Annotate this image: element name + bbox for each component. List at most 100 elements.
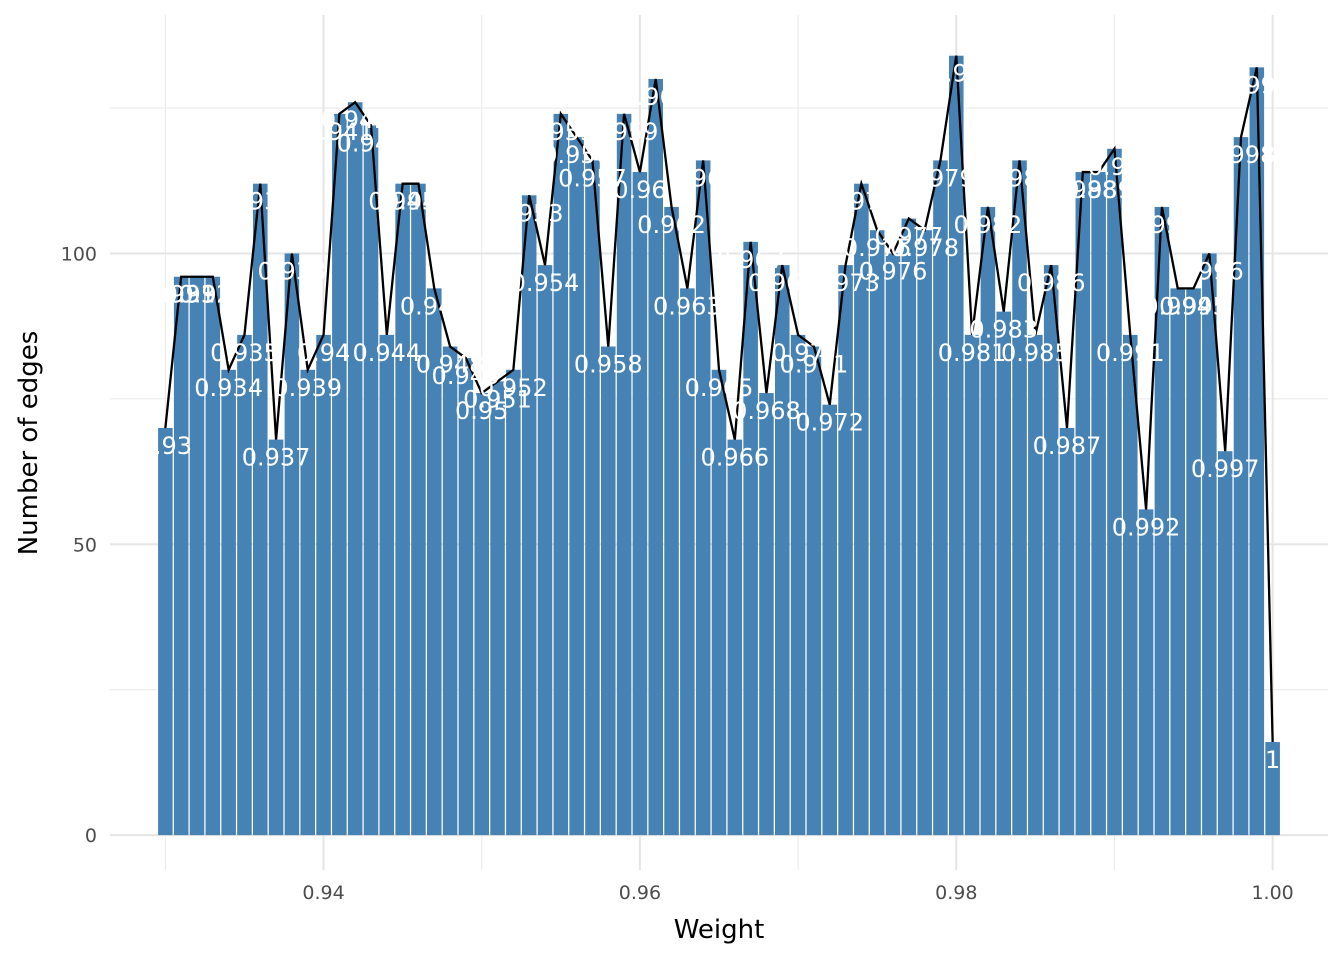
bar-value-label: 0.978 (890, 234, 959, 262)
bar-value-label: 0.983 (969, 316, 1038, 344)
bar-value-label: 1 (1265, 746, 1280, 774)
bar-value-label: 0.938 (258, 257, 327, 285)
bar (711, 369, 727, 836)
bar (458, 358, 474, 836)
bar (363, 125, 379, 836)
bar (600, 346, 616, 836)
bar (569, 137, 584, 836)
bar (1028, 334, 1043, 836)
bar-value-label: 0.934 (194, 374, 263, 402)
bar-value-label: 0.948 (416, 351, 485, 379)
bar-value-label: 0.964 (669, 164, 738, 192)
bar-value-label: 0.995 (1159, 292, 1228, 320)
bar (806, 346, 822, 836)
bar-value-label: 0.977 (874, 223, 943, 251)
bar-value-label: 0.973 (811, 269, 880, 297)
bar (332, 113, 347, 836)
bar (1059, 427, 1075, 836)
bar-value-label: 0.974 (827, 188, 896, 216)
bar-value-label: 0.99 (1088, 153, 1141, 181)
bar-value-label: 0.963 (653, 292, 722, 320)
bar-value-label: 0.933 (178, 281, 247, 309)
bar (1075, 172, 1091, 836)
bar-value-label: 0.93 (139, 432, 192, 460)
bar (1091, 172, 1106, 836)
bar (1170, 288, 1186, 836)
bar-value-label: 0.98 (930, 60, 983, 88)
bar (411, 183, 426, 836)
bar (395, 183, 410, 836)
x-tick-label: 0.98 (935, 882, 977, 904)
bar (933, 160, 948, 836)
bar (347, 102, 363, 836)
bar-value-label: 0.932 (163, 281, 232, 309)
bar-value-label: 0.965 (685, 374, 754, 402)
bar-value-label: 0.931 (147, 281, 216, 309)
bar (964, 334, 980, 836)
bar (1265, 742, 1280, 836)
bar (205, 276, 221, 836)
x-tick-label: 0.94 (302, 882, 344, 904)
bar-value-label: 0.96 (613, 176, 666, 204)
bar-value-label: 0.997 (1191, 455, 1260, 483)
bar (237, 334, 252, 836)
bar-value-label: 0.951 (463, 385, 532, 413)
bar-value-label: 0.967 (716, 246, 785, 274)
bar-value-label: 0.968 (732, 397, 801, 425)
bar (1249, 67, 1265, 836)
bar-value-label: 0.994 (1143, 292, 1212, 320)
bar (648, 78, 664, 836)
bar (980, 206, 996, 836)
bar-value-label: 0.945 (368, 188, 437, 216)
bar (1138, 509, 1154, 836)
bar (268, 439, 284, 836)
bar-value-label: 0.975 (843, 234, 912, 262)
bar (838, 265, 853, 836)
bar-value-label: 0.936 (226, 188, 295, 216)
bar-value-label: 0.985 (1001, 339, 1070, 367)
bar (822, 404, 838, 836)
bar-value-label: 0.958 (574, 351, 643, 379)
bar (442, 346, 458, 836)
bar (379, 334, 395, 836)
bar (300, 369, 316, 836)
bar-value-label: 0.941 (305, 118, 374, 146)
bar-value-label: 0.946 (384, 188, 453, 216)
bar-value-label: 0.972 (795, 409, 864, 437)
bar-value-label: 0.987 (1033, 432, 1102, 460)
y-axis-title: Number of edges (14, 331, 44, 556)
bar-value-label: 0.971 (780, 351, 849, 379)
bar (506, 369, 521, 836)
bar-value-label: 0.954 (511, 269, 580, 297)
bar-value-label: 0.986 (1017, 269, 1086, 297)
bar-value-label: 0.956 (542, 141, 611, 169)
bar-value-label: 0.982 (954, 211, 1023, 239)
bars (158, 55, 1280, 836)
x-tick-label: 0.96 (619, 882, 661, 904)
bar (695, 160, 711, 836)
bar (727, 439, 743, 836)
bar (474, 393, 490, 836)
bar (521, 195, 537, 836)
x-tick-label: 1.00 (1251, 882, 1293, 904)
bar-value-label: 0.955 (526, 118, 595, 146)
bar (316, 334, 331, 836)
bar-value-label: 0.984 (985, 164, 1054, 192)
bar (537, 265, 553, 836)
bar (173, 276, 189, 836)
bar-value-label: 0.952 (479, 374, 548, 402)
bar-value-label: 0.97 (771, 339, 824, 367)
bar (790, 334, 806, 836)
bar (901, 218, 917, 836)
bar-value-label: 0.999 (1222, 71, 1291, 99)
bar (221, 369, 236, 836)
bar (996, 311, 1012, 836)
bar (616, 113, 632, 836)
bar-value-label: 0.989 (1064, 176, 1133, 204)
bar-value-label: 0.981 (938, 339, 1007, 367)
bar (426, 288, 442, 836)
bar (189, 276, 205, 836)
bar (1107, 148, 1122, 836)
